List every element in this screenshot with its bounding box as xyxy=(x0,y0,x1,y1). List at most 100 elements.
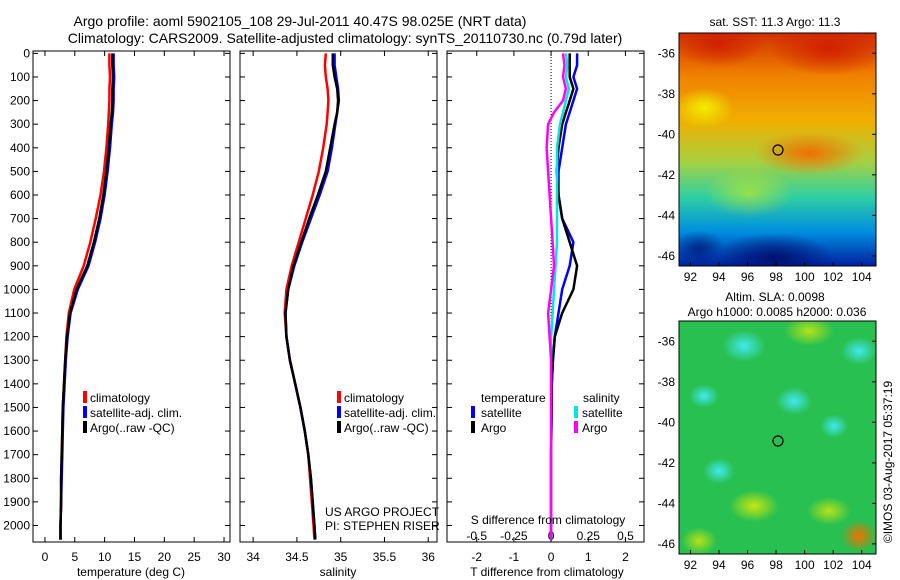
lat-tick-label: -42 xyxy=(658,168,676,182)
imos-timestamp: ©IMOS 03-Aug-2017 05:37:19 xyxy=(881,381,895,544)
x-tick-label: 0 xyxy=(548,550,555,564)
x-tick-label: 0 xyxy=(42,550,49,564)
lat-tick-label: -36 xyxy=(658,334,676,348)
depth-tick-label: 1400 xyxy=(3,377,30,391)
salinity-axis-label: salinity xyxy=(320,565,357,579)
depth-tick-label: 1100 xyxy=(4,306,30,320)
depth-tick-label: 300 xyxy=(10,117,30,131)
x-tick-label: 1 xyxy=(585,550,592,564)
x-tick-label: 10 xyxy=(98,550,112,564)
series-line-salinity-argo xyxy=(545,53,568,540)
lon-tick-label: 96 xyxy=(741,558,755,572)
depth-tick-label: 1500 xyxy=(3,400,30,414)
lon-tick-label: 94 xyxy=(712,558,726,572)
sst-profile-location-marker xyxy=(772,144,784,156)
lat-tick-label: -38 xyxy=(658,375,676,389)
salinity-panel xyxy=(239,50,438,543)
depth-tick-label: 1900 xyxy=(3,495,30,509)
legend-swatch-satellite xyxy=(337,406,341,418)
depth-tick-label: 100 xyxy=(10,70,30,84)
sst-map xyxy=(679,33,876,266)
legend-swatch-argo xyxy=(83,421,87,433)
salinity-legend: climatology satellite-adj. clim. Argo(..… xyxy=(325,391,440,533)
s-diff-tick-label: -0.5 xyxy=(466,529,487,543)
series-line-argo xyxy=(284,53,340,540)
depth-tick-label: 1000 xyxy=(3,282,30,296)
lon-tick-label: 100 xyxy=(795,270,815,284)
x-tick-label: 34 xyxy=(246,550,260,564)
pi-credit: PI: STEPHEN RISER xyxy=(325,519,440,533)
depth-tick-label: 600 xyxy=(10,188,30,202)
x-tick-label: -2 xyxy=(471,550,482,564)
x-tick-label: -1 xyxy=(509,550,520,564)
x-tick-label: 35 xyxy=(334,550,348,564)
lon-tick-label: 104 xyxy=(852,558,872,572)
lon-tick-label: 92 xyxy=(684,270,698,284)
temperature-legend: climatology satellite-adj. clim. Argo(..… xyxy=(83,391,182,435)
legend-label-argo: Argo(..raw -QC) xyxy=(344,421,429,435)
legend-label-satellite: satellite-adj. clim. xyxy=(344,406,436,420)
sla-map xyxy=(679,321,876,554)
lon-tick-label: 92 xyxy=(684,558,698,572)
lon-tick-label: 98 xyxy=(769,270,783,284)
x-tick-label: 34.5 xyxy=(285,550,309,564)
depth-tick-label: 800 xyxy=(10,235,30,249)
depth-tick-label: 2000 xyxy=(3,518,30,532)
project-credit: US ARGO PROJECT xyxy=(325,505,440,519)
lon-tick-label: 104 xyxy=(852,270,872,284)
legend-label-argo: Argo(..raw -QC) xyxy=(90,421,175,435)
map-axis-ticks: -36 -38 -40 -42 -44 -46 92 94 96 98 100 102 104 -36 -3… xyxy=(658,46,876,572)
s-diff-tick-label: -0.25 xyxy=(500,529,528,543)
sst-map-frame xyxy=(678,32,877,267)
legend-label-t-argo: Argo xyxy=(481,421,507,435)
depth-tick-label: 500 xyxy=(10,164,30,178)
lon-tick-label: 94 xyxy=(712,270,726,284)
lat-tick-label: -36 xyxy=(658,46,676,60)
lon-tick-label: 98 xyxy=(769,558,783,572)
depth-tick-label: 1600 xyxy=(3,424,30,438)
legend-header-salinity: salinity xyxy=(583,391,620,405)
lat-tick-label: -44 xyxy=(658,208,676,222)
legend-swatch-s-argo xyxy=(574,421,578,433)
x-tick-label: 30 xyxy=(217,550,231,564)
depth-tick-label: 1800 xyxy=(3,471,30,485)
depth-tick-label: 400 xyxy=(10,141,30,155)
lon-tick-label: 100 xyxy=(795,558,815,572)
temperature-axis-label: temperature (deg C) xyxy=(77,565,185,579)
legend-label-s-argo: Argo xyxy=(582,421,608,435)
legend-swatch-satellite xyxy=(83,406,87,418)
lon-tick-label: 102 xyxy=(823,558,843,572)
lon-tick-label: 102 xyxy=(823,270,843,284)
legend-swatch-t-satellite xyxy=(471,406,475,418)
difference-legend: temperature salinity satellite Argo sate… xyxy=(471,391,623,435)
lat-tick-label: -46 xyxy=(658,537,676,551)
sla-map-title: Altim. SLA: 0.0098 xyxy=(725,290,825,304)
x-tick-label: 35.5 xyxy=(373,550,397,564)
x-tick-label: 36 xyxy=(422,550,436,564)
sla-map-subtitle: Argo h1000: 0.0085 h2000: 0.036 xyxy=(688,305,867,319)
climatology-subtitle: Climatology: CARS2009. Satellite-adjuste… xyxy=(68,30,623,46)
x-tick-label: 25 xyxy=(188,550,202,564)
legend-label-t-satellite: satellite xyxy=(481,406,522,420)
x-tick-label: 20 xyxy=(158,550,172,564)
lat-tick-label: -44 xyxy=(658,496,676,510)
s-diff-tick-label: 0.25 xyxy=(577,529,601,543)
s-diff-tick-label: 0.5 xyxy=(617,529,634,543)
difference-panel xyxy=(446,50,645,543)
depth-tick-label: 1200 xyxy=(3,330,30,344)
legend-label-climatology: climatology xyxy=(90,391,150,405)
depth-tick-label: 200 xyxy=(10,94,30,108)
x-tick-label: 5 xyxy=(71,550,78,564)
legend-swatch-t-argo xyxy=(471,421,475,433)
legend-label-s-satellite: satellite xyxy=(582,406,623,420)
legend-header-temperature: temperature xyxy=(481,391,546,405)
lat-tick-label: -40 xyxy=(658,127,676,141)
legend-swatch-climatology xyxy=(83,391,87,403)
sla-profile-location-marker xyxy=(772,435,784,447)
t-difference-axis-label: T difference from climatology xyxy=(470,565,624,579)
series-line-argo xyxy=(59,53,115,540)
x-tick-label: 2 xyxy=(622,550,629,564)
x-tick-label: 15 xyxy=(128,550,142,564)
s-difference-axis-label: S difference from climatology xyxy=(471,513,626,527)
